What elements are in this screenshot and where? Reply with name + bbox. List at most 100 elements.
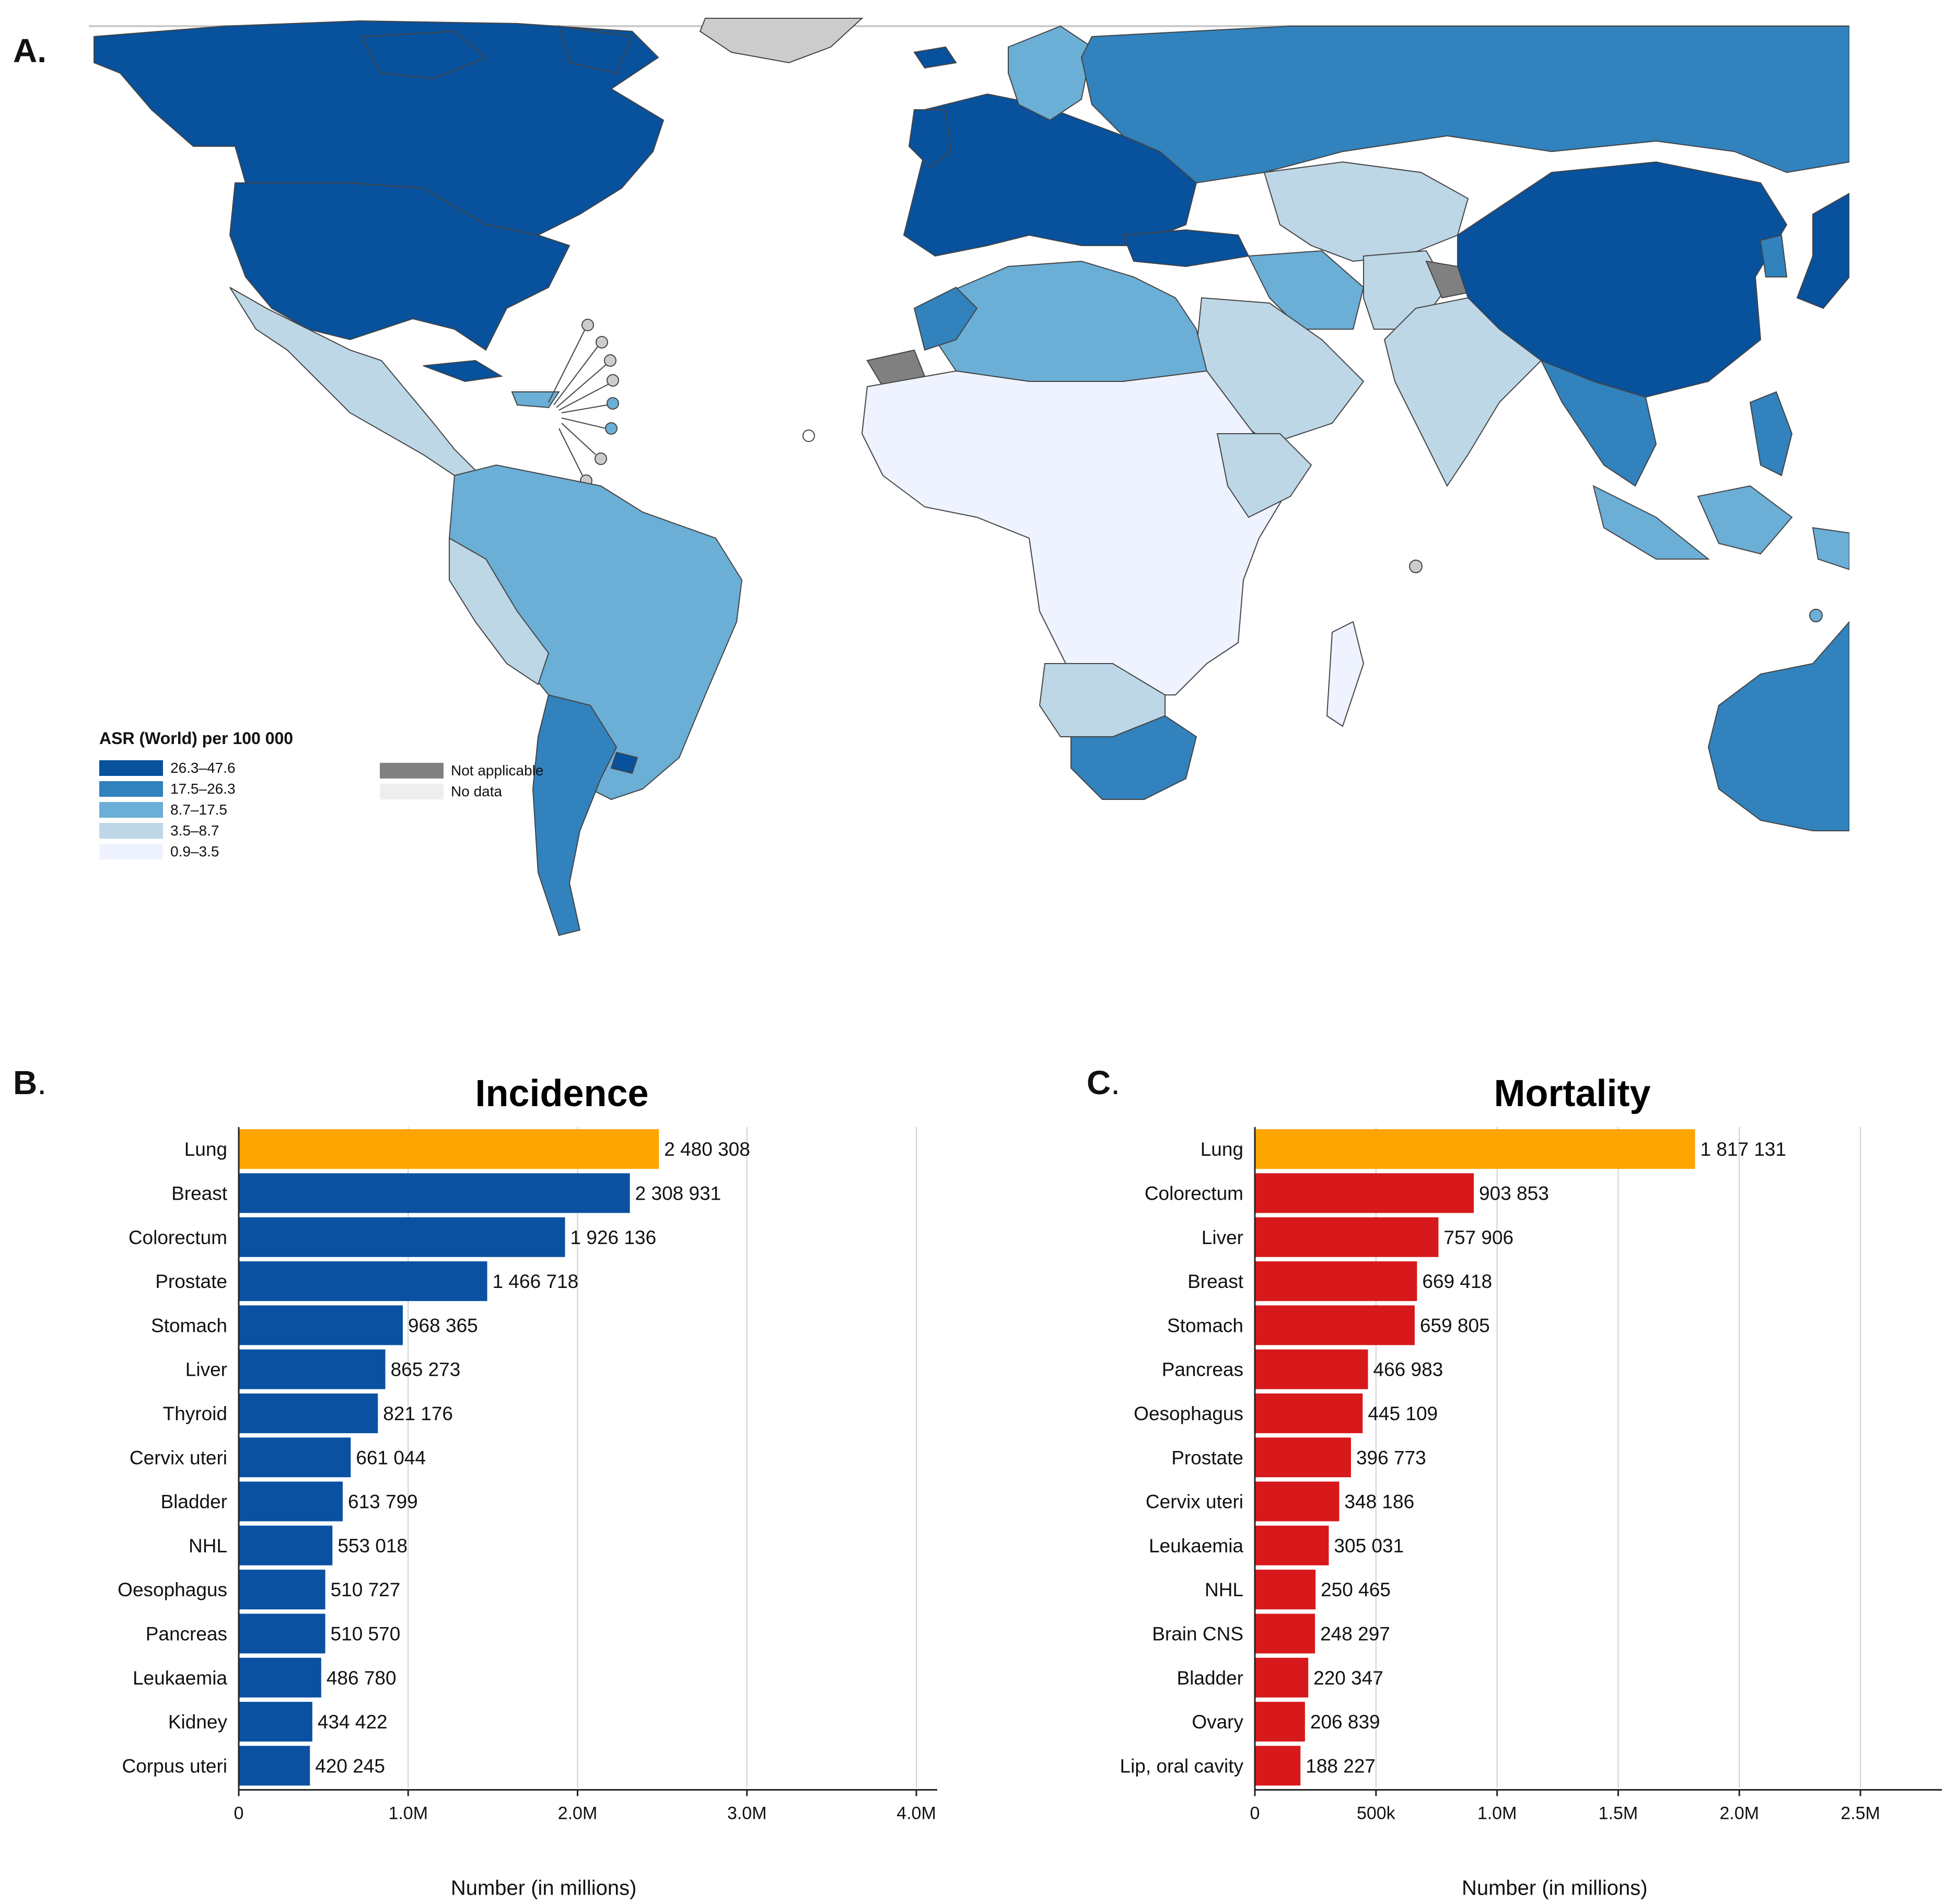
value-label: 821 176 <box>383 1403 453 1424</box>
category-label: Breast <box>1187 1271 1244 1292</box>
value-label: 305 031 <box>1334 1535 1404 1557</box>
bar-prostate <box>239 1261 487 1302</box>
value-label: 757 906 <box>1443 1227 1513 1248</box>
bar-corpus-uteri <box>239 1746 310 1786</box>
country-baffin <box>558 25 633 74</box>
value-label: 659 805 <box>1420 1315 1490 1336</box>
bar-nhl <box>239 1525 333 1565</box>
category-label: Brain CNS <box>1152 1623 1243 1644</box>
category-label: Leukaemia <box>133 1667 227 1689</box>
category-label: Oesophagus <box>1134 1403 1243 1424</box>
category-label: Ovary <box>1192 1711 1243 1733</box>
country-madagascar <box>1326 621 1365 727</box>
bar-colorectum <box>1255 1173 1474 1213</box>
x-tick-label: 4.0M <box>896 1804 936 1824</box>
panel-label-b: B. <box>13 1064 46 1101</box>
value-label: 661 044 <box>356 1447 426 1468</box>
mortality-chart-svg: Mortality Lung 1 817 131 Colorectum 903 853 L… <box>1120 1073 1942 1900</box>
country-argentina-chile <box>532 694 618 936</box>
legend-title: ASR (World) per 100 000 <box>99 729 294 748</box>
category-label: Colorectum <box>129 1227 227 1248</box>
chart-title: Mortality <box>1494 1073 1650 1114</box>
category-label: Liver <box>1202 1227 1243 1248</box>
country-korea <box>1760 234 1788 277</box>
country-usa <box>229 182 570 351</box>
value-label: 396 773 <box>1356 1447 1426 1468</box>
category-label: Lung <box>1201 1139 1243 1160</box>
country-scandinavia <box>1008 25 1093 121</box>
category-label: Stomach <box>151 1315 227 1336</box>
legend-swatch <box>380 784 444 799</box>
bar-cervix-uteri <box>1255 1481 1340 1522</box>
category-label: Colorectum <box>1145 1182 1243 1204</box>
x-tick-label: 1.0M <box>388 1804 428 1824</box>
legend-item: 8.7–17.5 <box>99 802 227 818</box>
bar-colorectum <box>239 1217 565 1257</box>
island-pacific <box>1809 609 1823 622</box>
island-nodata <box>1409 560 1423 573</box>
country-png <box>1812 527 1849 571</box>
value-label: 613 799 <box>348 1491 418 1513</box>
category-label: Cervix uteri <box>130 1447 227 1468</box>
legend-item: 0.9–3.5 <box>99 843 219 860</box>
bar-pancreas <box>1255 1349 1368 1389</box>
bar-brain-cns <box>1255 1613 1315 1654</box>
country-japan <box>1796 192 1849 309</box>
value-label: 903 853 <box>1479 1182 1549 1204</box>
country-iceland <box>913 46 957 69</box>
bar-liver <box>1255 1217 1439 1257</box>
legend-swatch <box>99 781 163 797</box>
bar-leukaemia <box>1255 1525 1329 1565</box>
value-label: 248 297 <box>1320 1623 1390 1644</box>
value-label: 188 227 <box>1306 1755 1376 1777</box>
category-label: Stomach <box>1167 1315 1243 1336</box>
country-uruguay <box>610 751 638 774</box>
category-label: Leukaemia <box>1149 1535 1243 1557</box>
bar-stomach <box>1255 1305 1415 1345</box>
legend-label: 8.7–17.5 <box>170 802 227 818</box>
bar-oesophagus <box>239 1570 325 1610</box>
country-greenland <box>699 18 864 64</box>
country-peru-bolivia <box>449 537 550 686</box>
value-label: 1 926 136 <box>570 1227 657 1248</box>
x-tick-label: 3.0M <box>727 1804 767 1824</box>
category-label: Kidney <box>168 1711 228 1733</box>
value-label: 2 480 308 <box>664 1139 750 1160</box>
category-label: Oesophagus <box>118 1579 227 1600</box>
legend-item: 26.3–47.6 <box>99 760 236 776</box>
country-uk <box>908 109 952 168</box>
category-label: Breast <box>171 1182 228 1204</box>
x-tick-label: 500k <box>1357 1804 1396 1824</box>
value-label: 510 727 <box>331 1579 401 1600</box>
world-map-svg <box>89 18 1849 936</box>
bar-lung <box>1255 1129 1695 1169</box>
country-philippines <box>1749 391 1793 477</box>
chart-title: Incidence <box>475 1073 648 1114</box>
country-china <box>1457 161 1788 398</box>
map-legend: ASR (World) per 100 000 26.3–47.6 17.5–2… <box>99 729 569 870</box>
category-label: Corpus uteri <box>122 1755 227 1777</box>
legend-item: Not applicable <box>380 762 543 779</box>
bar-breast <box>1255 1261 1417 1302</box>
legend-swatch <box>99 802 163 818</box>
panel-label-c: C. <box>1087 1064 1120 1101</box>
value-label: 865 273 <box>391 1359 461 1380</box>
value-label: 1 817 131 <box>1700 1139 1786 1160</box>
bar-nhl <box>1255 1570 1316 1610</box>
value-label: 553 018 <box>337 1535 407 1557</box>
category-label: Lung <box>184 1139 227 1160</box>
x-tick-label: 1.5M <box>1599 1804 1638 1824</box>
country-cuba <box>423 359 503 382</box>
value-label: 220 347 <box>1313 1667 1383 1689</box>
bar-bladder <box>1255 1657 1309 1698</box>
bar-breast <box>239 1173 630 1213</box>
legend-label: 17.5–26.3 <box>170 781 236 797</box>
value-label: 1 466 718 <box>493 1271 579 1292</box>
bar-liver <box>239 1349 386 1389</box>
category-label: NHL <box>189 1535 227 1557</box>
category-label: Bladder <box>1177 1667 1243 1689</box>
legend-item: 3.5–8.7 <box>99 822 219 839</box>
x-tick-label: 2.0M <box>558 1804 598 1824</box>
category-label: Prostate <box>155 1271 227 1292</box>
x-axis-title: Number (in millions) <box>451 1877 637 1900</box>
